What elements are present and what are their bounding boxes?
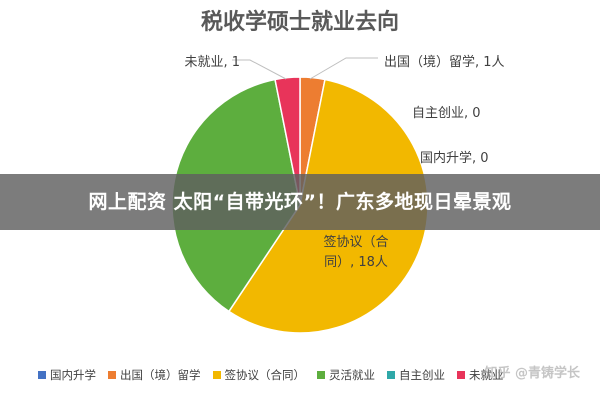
legend-label: 自主创业: [399, 368, 445, 382]
data-label-5: 未就业, 1: [184, 55, 240, 70]
data-label-2: 签协议（合同）, 18人: [323, 234, 388, 270]
legend-swatch: [212, 371, 221, 379]
legend-swatch: [108, 371, 116, 379]
legend-item: 出国（境）留学: [108, 367, 201, 383]
legend-label: 签协议（合同）: [224, 368, 306, 382]
legend-label: 出国（境）留学: [120, 368, 201, 382]
legend-item: 国内升学: [38, 367, 96, 383]
pie-slice-5: [274, 76, 301, 206]
headline-banner: 网上配资 太阳“自带光环”！广东多地现日晕景观: [0, 174, 600, 230]
chart-title: 税收学硕士就业去向: [200, 10, 399, 35]
legend-item: 自主创业: [387, 367, 445, 383]
legend-item: 灵活就业: [317, 367, 375, 383]
legend-swatch: [38, 371, 46, 379]
data-label-1: 出国（境）留学, 1人: [384, 54, 505, 70]
legend-label: 国内升学: [50, 368, 96, 382]
watermark: 知乎 @青铸学长: [484, 366, 580, 381]
legend-swatch: [457, 371, 465, 379]
legend-item: 签协议（合同）: [212, 367, 306, 383]
data-label-4: 自主创业, 0: [412, 106, 481, 121]
legend-item: 未就业: [457, 367, 504, 383]
legend-swatch: [317, 371, 325, 379]
data-label-0: 国内升学, 0: [420, 150, 489, 166]
legend-swatch: [387, 371, 395, 379]
leader-line-1: [232, 59, 287, 80]
legend-label: 灵活就业: [329, 368, 375, 382]
leader-line-0: [309, 57, 378, 80]
legend-label: 未就业: [469, 368, 504, 382]
chart-legend: 国内升学 出国（境）留学 签协议（合同） 灵活就业 自主创业 未就业: [38, 366, 516, 384]
